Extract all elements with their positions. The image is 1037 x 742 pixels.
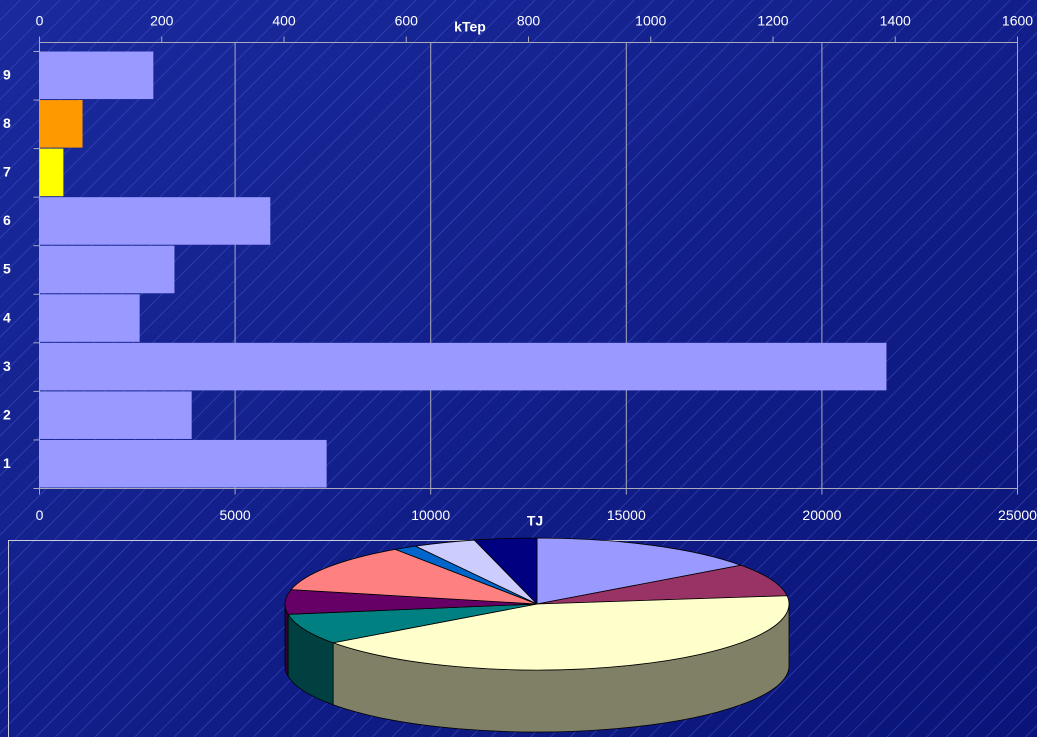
x2-tick-label: 600 xyxy=(395,13,419,29)
x-axis-label: TJ xyxy=(527,513,543,529)
y-tick-label: 2 xyxy=(3,406,11,422)
x-tick-label: 25000 xyxy=(998,507,1037,523)
bar xyxy=(40,197,271,245)
x2-tick-label: 1400 xyxy=(880,13,911,29)
bar xyxy=(40,440,327,488)
x2-tick-label: 0 xyxy=(36,13,44,29)
y-tick-label: 6 xyxy=(3,212,11,228)
x-tick-label: 5000 xyxy=(220,507,251,523)
pie-side xyxy=(285,604,288,676)
bar xyxy=(40,294,140,342)
x-tick-label: 10000 xyxy=(411,507,450,523)
y-tick-label: 8 xyxy=(3,115,11,131)
y-tick-label: 1 xyxy=(3,455,11,471)
y-tick-label: 4 xyxy=(3,309,11,325)
bar xyxy=(40,391,192,439)
x-tick-label: 20000 xyxy=(802,507,841,523)
x2-axis-label: kTep xyxy=(454,19,486,35)
x2-tick-label: 1000 xyxy=(635,13,666,29)
bar xyxy=(40,52,154,100)
x2-tick-label: 200 xyxy=(150,13,174,29)
x2-tick-label: 800 xyxy=(517,13,541,29)
x2-tick-label: 400 xyxy=(272,13,296,29)
x2-tick-label: 1600 xyxy=(1002,13,1033,29)
y-tick-label: 9 xyxy=(3,66,11,82)
x-tick-label: 15000 xyxy=(607,507,646,523)
bar xyxy=(40,343,887,391)
bar xyxy=(40,100,83,148)
x2-tick-label: 1200 xyxy=(757,13,788,29)
y-tick-label: 3 xyxy=(3,358,11,374)
bar xyxy=(40,246,175,294)
bar xyxy=(40,149,64,197)
y-tick-label: 7 xyxy=(3,164,11,180)
y-tick-label: 5 xyxy=(3,261,11,277)
x-tick-label: 0 xyxy=(36,507,44,523)
